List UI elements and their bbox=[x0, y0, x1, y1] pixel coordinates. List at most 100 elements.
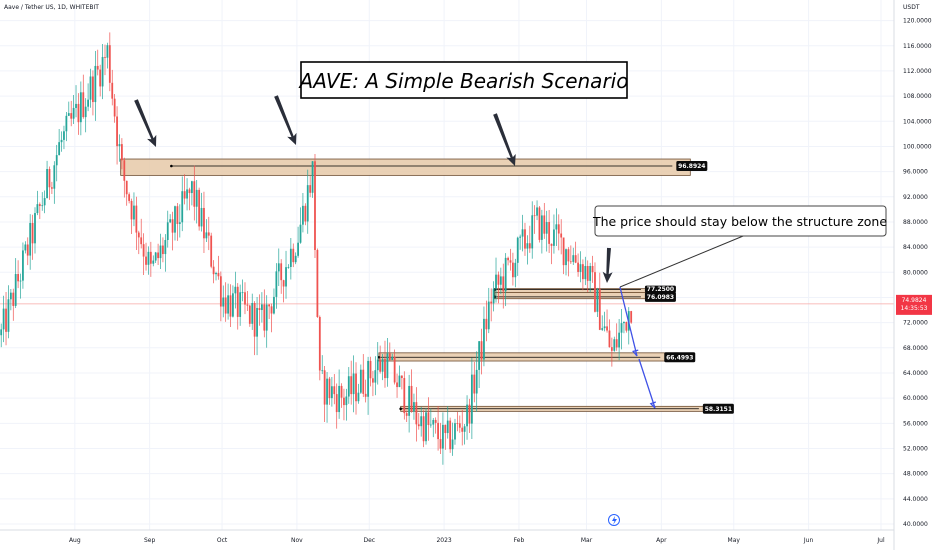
candle-body bbox=[253, 303, 256, 337]
candle-body bbox=[50, 187, 53, 189]
candle-body bbox=[400, 375, 403, 379]
y-tick-label: 104.0000 bbox=[903, 118, 932, 125]
candle-body bbox=[586, 265, 589, 281]
candle-body bbox=[480, 341, 483, 360]
title-box bbox=[300, 61, 628, 99]
y-tick-label: 116.0000 bbox=[903, 43, 932, 50]
candle-body bbox=[507, 257, 509, 261]
candle-body bbox=[579, 264, 582, 272]
x-tick-label: Jul bbox=[876, 537, 885, 544]
candle-body bbox=[304, 205, 307, 222]
candle-body bbox=[347, 376, 350, 397]
candle-body bbox=[67, 113, 70, 116]
candle-body bbox=[164, 240, 167, 255]
y-tick-label: 68.0000 bbox=[903, 345, 928, 352]
y-tick-label: 48.0000 bbox=[903, 471, 928, 478]
candle-body bbox=[516, 237, 519, 263]
candle-body bbox=[55, 155, 58, 166]
candle-body bbox=[379, 359, 382, 372]
candle-body bbox=[601, 328, 604, 330]
candle-body bbox=[306, 185, 309, 222]
candle-body bbox=[210, 235, 213, 267]
candle-body bbox=[133, 205, 135, 220]
candle-body bbox=[145, 256, 147, 265]
candle-body bbox=[408, 385, 411, 416]
candle-body bbox=[248, 305, 251, 324]
candle-body bbox=[630, 311, 633, 323]
candle-body bbox=[485, 318, 488, 330]
zone-value-tag bbox=[702, 403, 734, 414]
pointer-arrow bbox=[134, 99, 157, 147]
candle-body bbox=[234, 286, 237, 294]
candle-body bbox=[149, 251, 152, 264]
candle-body bbox=[82, 92, 85, 118]
candle-body bbox=[367, 360, 369, 397]
candle-body bbox=[24, 244, 27, 251]
candle-body bbox=[384, 358, 386, 379]
candle-body bbox=[449, 420, 452, 450]
candle-body bbox=[376, 359, 379, 371]
candle-body bbox=[236, 286, 239, 317]
candle-body bbox=[299, 224, 302, 243]
candle-body bbox=[562, 237, 565, 266]
candle-body bbox=[565, 249, 567, 266]
zone-value-label: 66.4993 bbox=[666, 354, 693, 361]
candle-body bbox=[270, 306, 273, 314]
candle-body bbox=[439, 439, 442, 449]
candle-body bbox=[36, 204, 39, 214]
candle-body bbox=[620, 323, 623, 333]
candle-body bbox=[22, 250, 24, 281]
candle-body bbox=[432, 419, 435, 425]
symbol-header: Aave / Tether US, 1D, WHITEBIT bbox=[4, 4, 99, 11]
candle-body bbox=[524, 229, 526, 249]
pointer-arrow bbox=[493, 113, 516, 166]
candle-body bbox=[125, 180, 128, 195]
current-price-value: 74.9824 bbox=[902, 297, 927, 304]
candle-body bbox=[46, 169, 48, 199]
callout-box bbox=[594, 205, 887, 237]
candle-body bbox=[174, 206, 176, 233]
candle-body bbox=[323, 370, 326, 405]
candle-body bbox=[311, 161, 314, 193]
candle-body bbox=[104, 56, 106, 58]
candle-body bbox=[596, 289, 599, 312]
candle-body bbox=[577, 262, 579, 272]
candle-body bbox=[200, 207, 203, 227]
candle-body bbox=[446, 420, 449, 434]
chart-title: AAVE: A Simple Bearish Scenario bbox=[298, 69, 629, 93]
candle-body bbox=[458, 423, 461, 428]
y-tick-label: 60.0000 bbox=[903, 395, 928, 402]
y-tick-label: 72.0000 bbox=[903, 320, 928, 327]
candle-body bbox=[265, 304, 268, 331]
candle-body bbox=[357, 392, 360, 402]
candle-body bbox=[87, 99, 89, 107]
y-tick-label: 80.0000 bbox=[903, 269, 928, 276]
y-tick-label: 92.0000 bbox=[903, 194, 928, 201]
candle-body bbox=[521, 229, 524, 237]
candle-body bbox=[610, 347, 613, 351]
candle-body bbox=[70, 113, 73, 119]
candle-body bbox=[420, 416, 423, 427]
candle-body bbox=[99, 69, 102, 87]
candle-body bbox=[598, 289, 601, 330]
candle-body bbox=[137, 232, 140, 238]
candle-body bbox=[413, 402, 415, 412]
candle-body bbox=[504, 257, 507, 292]
candle-body bbox=[135, 205, 138, 233]
candle-body bbox=[26, 244, 29, 256]
candle-body bbox=[560, 233, 563, 238]
candle-body bbox=[594, 272, 596, 312]
candle-body bbox=[34, 213, 36, 244]
candle-body bbox=[403, 378, 406, 414]
candle-body bbox=[437, 422, 439, 440]
candle-body bbox=[92, 76, 94, 103]
candle-body bbox=[72, 107, 75, 119]
candle-body bbox=[75, 103, 77, 108]
zone-value-tag bbox=[644, 285, 676, 293]
candle-body bbox=[120, 144, 123, 161]
candle-body bbox=[574, 255, 577, 263]
x-tick-label: 2023 bbox=[436, 537, 451, 544]
lightning-icon[interactable] bbox=[608, 514, 620, 526]
